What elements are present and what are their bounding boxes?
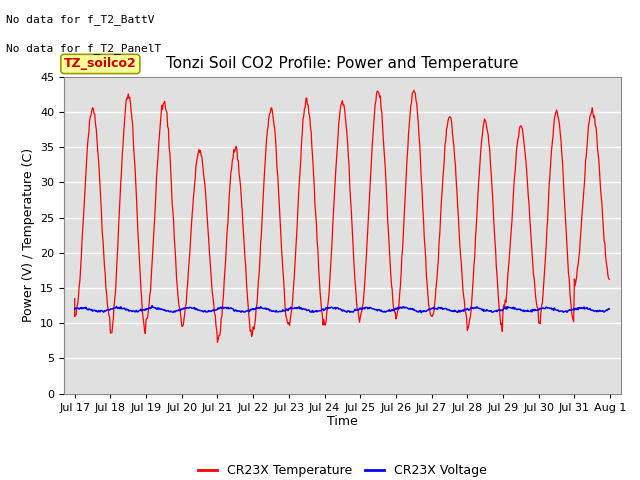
Y-axis label: Power (V) / Temperature (C): Power (V) / Temperature (C) bbox=[22, 148, 35, 322]
Text: No data for f_T2_PanelT: No data for f_T2_PanelT bbox=[6, 43, 162, 54]
Text: TZ_soilco2: TZ_soilco2 bbox=[64, 58, 137, 71]
X-axis label: Time: Time bbox=[327, 415, 358, 429]
Legend: CR23X Temperature, CR23X Voltage: CR23X Temperature, CR23X Voltage bbox=[193, 459, 492, 480]
Text: No data for f_T2_BattV: No data for f_T2_BattV bbox=[6, 14, 155, 25]
Title: Tonzi Soil CO2 Profile: Power and Temperature: Tonzi Soil CO2 Profile: Power and Temper… bbox=[166, 57, 518, 72]
